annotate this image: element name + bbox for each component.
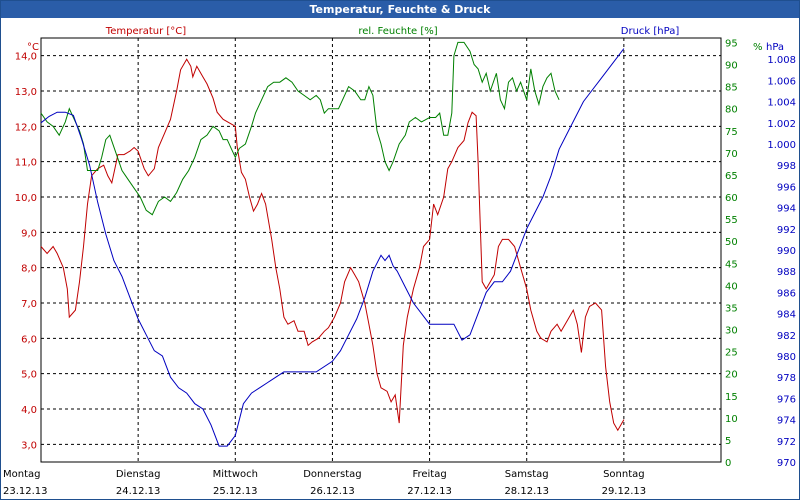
- pressure-tick-label: 1.002: [767, 119, 796, 130]
- humidity-tick-label: 90: [725, 61, 738, 72]
- temperature-tick-label: 14,0: [15, 52, 37, 63]
- humidity-tick-label: 0: [725, 458, 731, 469]
- pressure-tick-label: 992: [777, 225, 796, 236]
- humidity-tick-label: 70: [725, 149, 738, 160]
- humidity-tick-label: 30: [725, 326, 738, 337]
- temperature-tick-label: 4,0: [21, 405, 37, 416]
- temperature-tick-label: 3,0: [21, 440, 37, 451]
- temperature-axis-title: Temperatur [°C]: [105, 26, 186, 37]
- humidity-tick-label: 95: [725, 38, 738, 49]
- pressure-tick-label: 988: [777, 267, 796, 278]
- humidity-tick-label: 85: [725, 83, 738, 94]
- x-date-label: 28.12.13: [504, 486, 549, 497]
- humidity-tick-label: 45: [725, 259, 738, 270]
- pressure-axis-title: Druck [hPa]: [621, 26, 680, 37]
- temperature-tick-label: 9,0: [21, 228, 37, 239]
- temperature-tick-label: 11,0: [15, 158, 37, 169]
- pressure-tick-label: 970: [777, 458, 796, 469]
- humidity-tick-label: 55: [725, 215, 738, 226]
- temperature-tick-label: 10,0: [15, 193, 37, 204]
- temperature-tick-label: 8,0: [21, 264, 37, 275]
- humidity-tick-label: 60: [725, 193, 738, 204]
- temperature-tick-label: 13,0: [15, 87, 37, 98]
- pressure-tick-label: 974: [777, 416, 796, 427]
- x-day-label: Mittwoch: [213, 469, 258, 480]
- series-line-humidity: [40, 41, 560, 216]
- pressure-tick-label: 986: [777, 288, 796, 299]
- temperature-tick-label: 6,0: [21, 334, 37, 345]
- grid-lines: [40, 37, 722, 463]
- pressure-tick-label: 996: [777, 182, 796, 193]
- pressure-tick-label: 980: [777, 352, 796, 363]
- x-date-label: 27.12.13: [407, 486, 452, 497]
- humidity-tick-label: 15: [725, 392, 738, 403]
- chart-title: Temperatur, Feuchte & Druck: [1, 1, 799, 18]
- pressure-tick-label: 978: [777, 373, 796, 384]
- axis-labels: Temperatur [°C] rel. Feuchte [%] Druck [hP…: [3, 26, 796, 497]
- humidity-tick-label: 20: [725, 370, 738, 381]
- humidity-axis-title: rel. Feuchte [%]: [358, 26, 437, 37]
- pressure-tick-label: 982: [777, 331, 796, 342]
- pressure-tick-label: 1.000: [767, 140, 796, 151]
- x-date-label: 26.12.13: [310, 486, 355, 497]
- pressure-tick-label: 972: [777, 437, 796, 448]
- humidity-tick-label: 25: [725, 348, 738, 359]
- humidity-tick-label: 5: [725, 436, 731, 447]
- pressure-tick-label: 994: [777, 204, 796, 215]
- humidity-unit: %: [753, 42, 763, 53]
- humidity-tick-label: 65: [725, 171, 738, 182]
- humidity-tick-label: 40: [725, 281, 738, 292]
- x-date-label: 25.12.13: [213, 486, 258, 497]
- pressure-tick-label: 976: [777, 394, 796, 405]
- x-day-label: Montag: [3, 469, 40, 480]
- pressure-tick-label: 1.006: [767, 76, 796, 87]
- temperature-tick-label: 12,0: [15, 122, 37, 133]
- x-day-label: Donnerstag: [303, 469, 361, 480]
- pressure-tick-label: 990: [777, 246, 796, 257]
- pressure-tick-label: 1.008: [767, 55, 796, 66]
- x-day-label: Freitag: [412, 469, 446, 480]
- plot-frame: [40, 37, 722, 463]
- humidity-tick-label: 35: [725, 303, 738, 314]
- series-line-pressure: [40, 48, 625, 447]
- x-date-label: 24.12.13: [116, 486, 161, 497]
- temperature-unit: °C: [27, 42, 39, 53]
- humidity-tick-label: 75: [725, 127, 738, 138]
- x-day-label: Sonntag: [603, 469, 645, 480]
- pressure-tick-label: 998: [777, 161, 796, 172]
- x-day-label: Samstag: [505, 469, 549, 480]
- x-date-label: 29.12.13: [602, 486, 647, 497]
- pressure-tick-label: 1.004: [767, 98, 796, 109]
- series-line-temperature: [40, 58, 625, 432]
- x-day-label: Dienstag: [116, 469, 161, 480]
- temperature-tick-label: 5,0: [21, 370, 37, 381]
- humidity-tick-label: 10: [725, 414, 738, 425]
- x-date-label: 23.12.13: [3, 486, 48, 497]
- pressure-unit: hPa: [766, 42, 784, 53]
- series-layer: [40, 41, 625, 447]
- humidity-tick-label: 80: [725, 105, 738, 116]
- pressure-tick-label: 984: [777, 310, 796, 321]
- humidity-tick-label: 50: [725, 237, 738, 248]
- temperature-tick-label: 7,0: [21, 299, 37, 310]
